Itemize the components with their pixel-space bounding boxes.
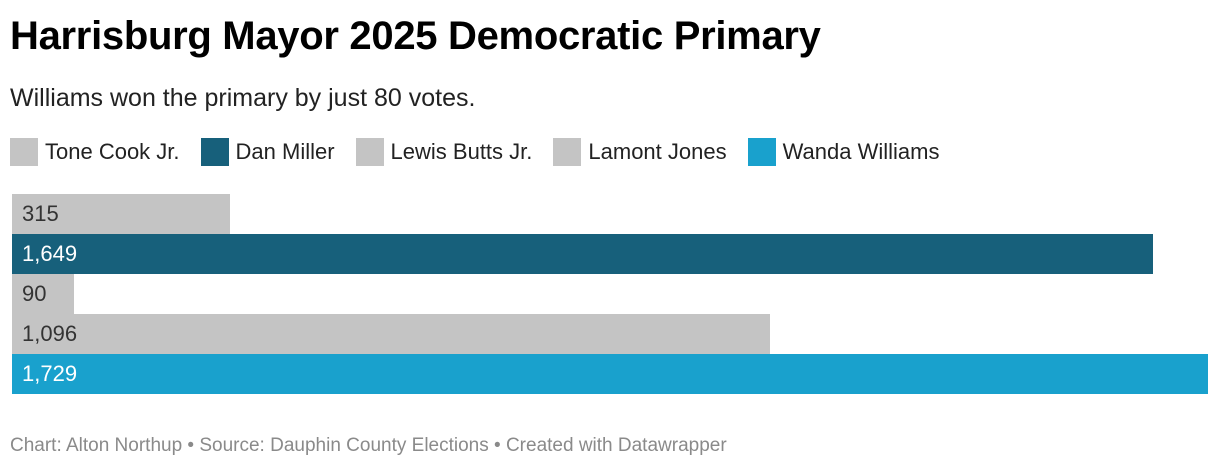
bar	[12, 354, 1208, 394]
legend-swatch	[10, 138, 38, 166]
bar	[12, 274, 75, 314]
legend-label: Tone Cook Jr.	[45, 139, 180, 164]
legend-label: Lewis Butts Jr.	[390, 139, 533, 164]
bar-row-dan-miller: 1,649	[12, 234, 1208, 274]
chart-footer: Chart: Alton Northup • Source: Dauphin C…	[10, 435, 727, 456]
legend-label: Dan Miller	[235, 139, 335, 164]
chart-subtitle: Williams won the primary by just 80 vote…	[10, 84, 476, 112]
bar-row-wanda-williams: 1,729	[12, 354, 1208, 394]
legend-swatch	[200, 138, 229, 166]
chart-title: Harrisburg Mayor 2025 Democratic Primary	[10, 14, 821, 58]
bar-chart: 315 1,649 90 1,096 1,729	[12, 194, 1208, 394]
legend-item-lewis-butts: Lewis Butts Jr.	[355, 138, 533, 166]
legend-item-dan-miller: Dan Miller	[200, 138, 335, 166]
bar-value-label: 1,096	[22, 321, 78, 346]
bar-row-tone-cook: 315	[12, 194, 1208, 234]
legend-label: Wanda Williams	[782, 139, 940, 164]
bar-row-lewis-butts: 90	[12, 274, 1208, 314]
legend-swatch	[747, 138, 776, 166]
bar-value-label: 1,649	[22, 241, 78, 266]
bar	[12, 194, 230, 234]
legend-swatch	[355, 138, 384, 166]
legend: Tone Cook Jr. Dan Miller Lewis Butts Jr.…	[10, 138, 960, 166]
legend-swatch	[553, 138, 582, 166]
legend-item-tone-cook: Tone Cook Jr.	[10, 138, 180, 166]
bar-value-label: 315	[22, 201, 59, 226]
bar-value-label: 90	[22, 281, 47, 306]
bar	[12, 314, 771, 354]
bar-row-lamont-jones: 1,096	[12, 314, 1208, 354]
legend-item-wanda-williams: Wanda Williams	[747, 138, 940, 166]
legend-item-lamont-jones: Lamont Jones	[553, 138, 727, 166]
bar	[12, 234, 1153, 274]
bar-value-label: 1,729	[22, 361, 78, 386]
legend-label: Lamont Jones	[588, 139, 727, 164]
